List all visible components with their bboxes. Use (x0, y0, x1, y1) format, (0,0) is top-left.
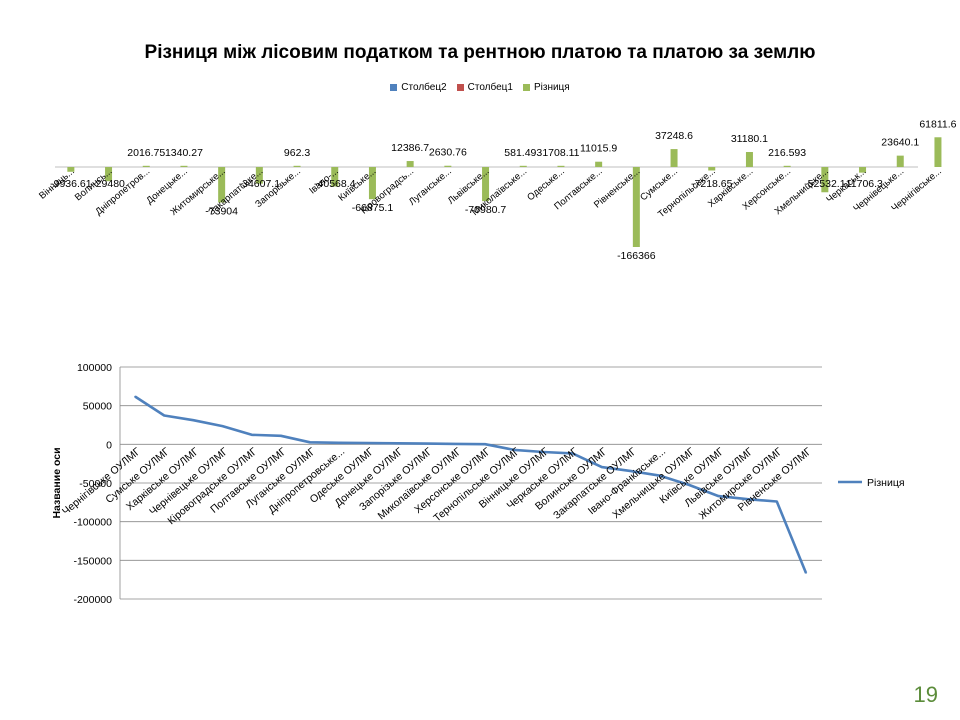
bar-20 (821, 167, 829, 193)
data-label-19: 216.593 (768, 147, 806, 159)
bar-18 (745, 152, 753, 167)
point-14 (542, 451, 545, 453)
legend-swatch-diff (522, 84, 530, 91)
data-label-18: 31180.1 (731, 133, 768, 145)
y-tick-5: -150000 (73, 555, 112, 567)
point-5 (280, 435, 282, 437)
legend-label-col2: Столбец2 (401, 82, 447, 93)
legend-swatch-col2 (390, 84, 398, 91)
bar-21 (859, 167, 867, 173)
y-tick-3: -50000 (79, 478, 112, 490)
bar-4 (218, 167, 226, 203)
point-19 (688, 484, 691, 486)
bar-9 (406, 161, 414, 167)
bar-17 (708, 167, 716, 171)
point-7 (338, 441, 341, 444)
bar-11 (482, 167, 490, 202)
bar-10 (444, 165, 452, 167)
point-18 (659, 474, 661, 477)
point-0 (134, 395, 136, 398)
bar-6 (293, 165, 301, 167)
y-tick-0: 100000 (77, 362, 112, 374)
y-tick-2: 0 (106, 439, 112, 451)
bar-14 (595, 161, 603, 167)
point-4 (250, 433, 253, 436)
bar-13 (557, 165, 565, 167)
series-line-rizntsia (134, 395, 808, 574)
data-label-1: -29480 (92, 178, 125, 190)
data-label-7: -40568.4 (314, 178, 356, 190)
bar-3 (180, 165, 188, 167)
legend-label-col1: Столбец1 (467, 82, 513, 93)
point-16 (600, 466, 603, 468)
bar-1 (105, 167, 113, 182)
y-tick-6: -200000 (73, 594, 112, 606)
point-17 (630, 470, 632, 472)
data-label-21: -11706.3 (842, 178, 883, 190)
data-label-22: 23640.1 (881, 137, 919, 149)
page-number: 19 (913, 682, 938, 707)
y-axis-title: Название оси (51, 447, 63, 518)
point-22 (776, 500, 778, 503)
point-9 (396, 442, 399, 445)
bar-chart-legend: Столбец2 Столбец1 Різниця (0, 82, 960, 93)
point-10 (425, 442, 428, 445)
point-15 (571, 452, 574, 455)
legend-label-rizntsia: Різниця (867, 477, 905, 489)
point-8 (367, 442, 370, 444)
data-label-8: -66875.1 (352, 202, 394, 214)
data-label-9: 12386.7 (391, 142, 429, 154)
chart-title: Різниця між лісовим податком та рентною … (144, 42, 816, 63)
data-label-5: -34607.1 (239, 178, 281, 190)
data-label-13: 1708.11 (542, 147, 579, 159)
data-label-15: -166366 (617, 250, 656, 262)
bar-2 (142, 165, 150, 167)
bar-23 (934, 137, 942, 167)
data-label-16: 37248.6 (655, 130, 693, 142)
data-label-6: 962.3 (284, 147, 310, 159)
data-label-14: 11015.9 (580, 143, 617, 155)
bar-16 (670, 149, 678, 167)
legend-item-col2: Столбец2 (390, 82, 447, 93)
data-label-10: 2630.76 (429, 147, 467, 159)
data-label-23: 61811.6 (919, 118, 956, 130)
bar-0 (67, 167, 75, 172)
bar-12 (519, 165, 527, 167)
bar-15 (632, 167, 640, 247)
data-label-12: 581.493 (504, 147, 542, 159)
point-23 (805, 572, 807, 574)
bar-22 (896, 155, 904, 167)
bar-5 (255, 167, 263, 184)
point-20 (717, 495, 720, 497)
bar-7 (331, 167, 339, 187)
point-13 (513, 449, 516, 451)
legend-item-col1: Столбец1 (456, 82, 513, 93)
data-label-11: -70980.7 (465, 204, 507, 216)
point-6 (309, 441, 311, 444)
bar-19 (783, 165, 791, 167)
point-3 (221, 425, 224, 427)
point-2 (192, 419, 195, 422)
data-label-0: -9936.61 (50, 178, 92, 190)
legend-label-diff: Різниця (533, 82, 570, 93)
data-label-2: 2016.75 (127, 147, 165, 159)
point-11 (455, 443, 457, 445)
data-label-3: 1340.27 (165, 147, 203, 159)
legend-item-diff: Різниця (522, 82, 570, 93)
legend-swatch-col1 (456, 84, 464, 91)
y-tick-4: -100000 (73, 517, 112, 529)
data-label-17: -7218.65 (691, 178, 733, 190)
point-12 (484, 443, 486, 445)
point-1 (163, 414, 165, 417)
data-label-4: -73904 (205, 206, 238, 218)
point-21 (746, 498, 749, 501)
bar-8 (368, 167, 376, 200)
y-tick-1: 50000 (83, 401, 112, 413)
data-label-20: -52532.1 (804, 178, 846, 190)
